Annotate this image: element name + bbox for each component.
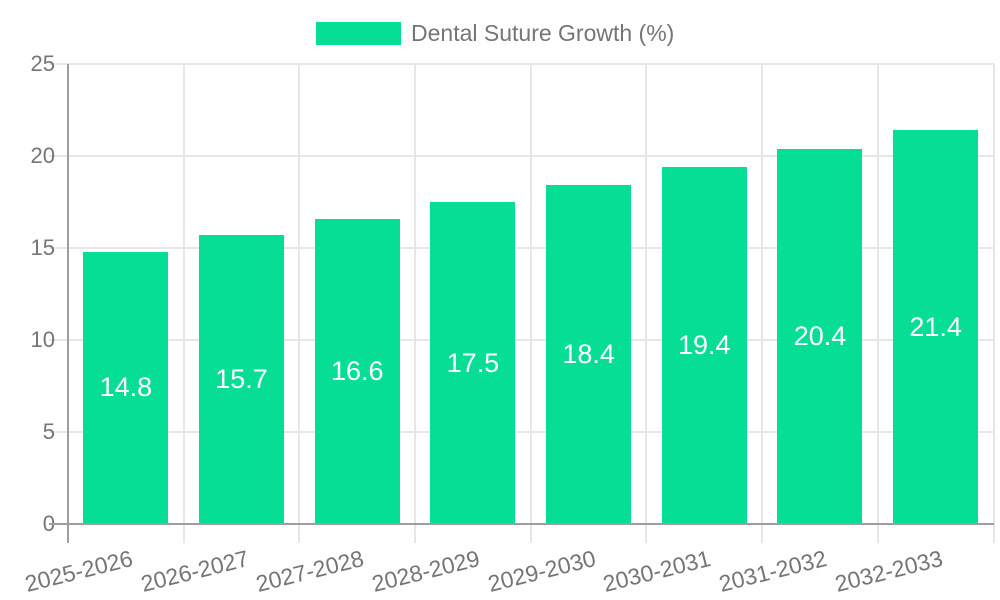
gridline-horizontal [49, 431, 994, 433]
gridline-horizontal [49, 155, 994, 157]
gridline-horizontal [49, 247, 994, 249]
bar-2025-2026: 14.8 [83, 251, 169, 524]
y-axis-tick-label: 5 [42, 419, 55, 444]
bar-value-label: 16.6 [330, 355, 384, 386]
bar-2027-2028: 16.6 [314, 218, 400, 524]
bar-value-label: 18.4 [562, 339, 615, 370]
gridline-vertical [414, 64, 417, 543]
bar-2032-2033: 21.4 [893, 130, 979, 524]
y-axis-line [67, 64, 69, 543]
y-axis-tick-label: 20 [30, 143, 55, 168]
legend: Dental Suture Growth (%) [316, 20, 674, 47]
y-axis-tick-label: 25 [30, 51, 55, 76]
gridline-horizontal [49, 63, 994, 65]
bar-value-label: 15.7 [215, 364, 268, 395]
legend-swatch [316, 22, 401, 45]
gridline-horizontal [49, 339, 994, 341]
y-axis-tick-label: 15 [30, 235, 55, 260]
x-axis-line [49, 523, 994, 525]
legend-label: Dental Suture Growth (%) [411, 20, 675, 46]
gridline-vertical [761, 64, 764, 543]
y-axis-tick-label: 0 [42, 511, 55, 536]
bar-value-label: 19.4 [678, 330, 731, 360]
bar-value-label: 14.8 [99, 372, 153, 403]
gridline-vertical [529, 64, 532, 543]
bar-2026-2027: 15.7 [199, 235, 285, 524]
bar-2028-2029: 17.5 [430, 202, 516, 524]
y-axis-tick-label: 10 [30, 327, 55, 352]
gridline-vertical [876, 64, 879, 543]
bar-value-label: 20.4 [793, 320, 847, 351]
gridline-vertical [992, 64, 995, 543]
bar-2031-2032: 20.4 [777, 148, 863, 524]
bar-value-label: 17.5 [446, 347, 500, 378]
bar-2029-2030: 18.4 [546, 185, 632, 524]
bar-2030-2031: 19.4 [661, 167, 747, 524]
gridline-vertical [298, 64, 301, 543]
gridline-vertical [645, 64, 648, 543]
bar-value-label: 21.4 [909, 311, 962, 342]
gridline-vertical [182, 64, 185, 543]
